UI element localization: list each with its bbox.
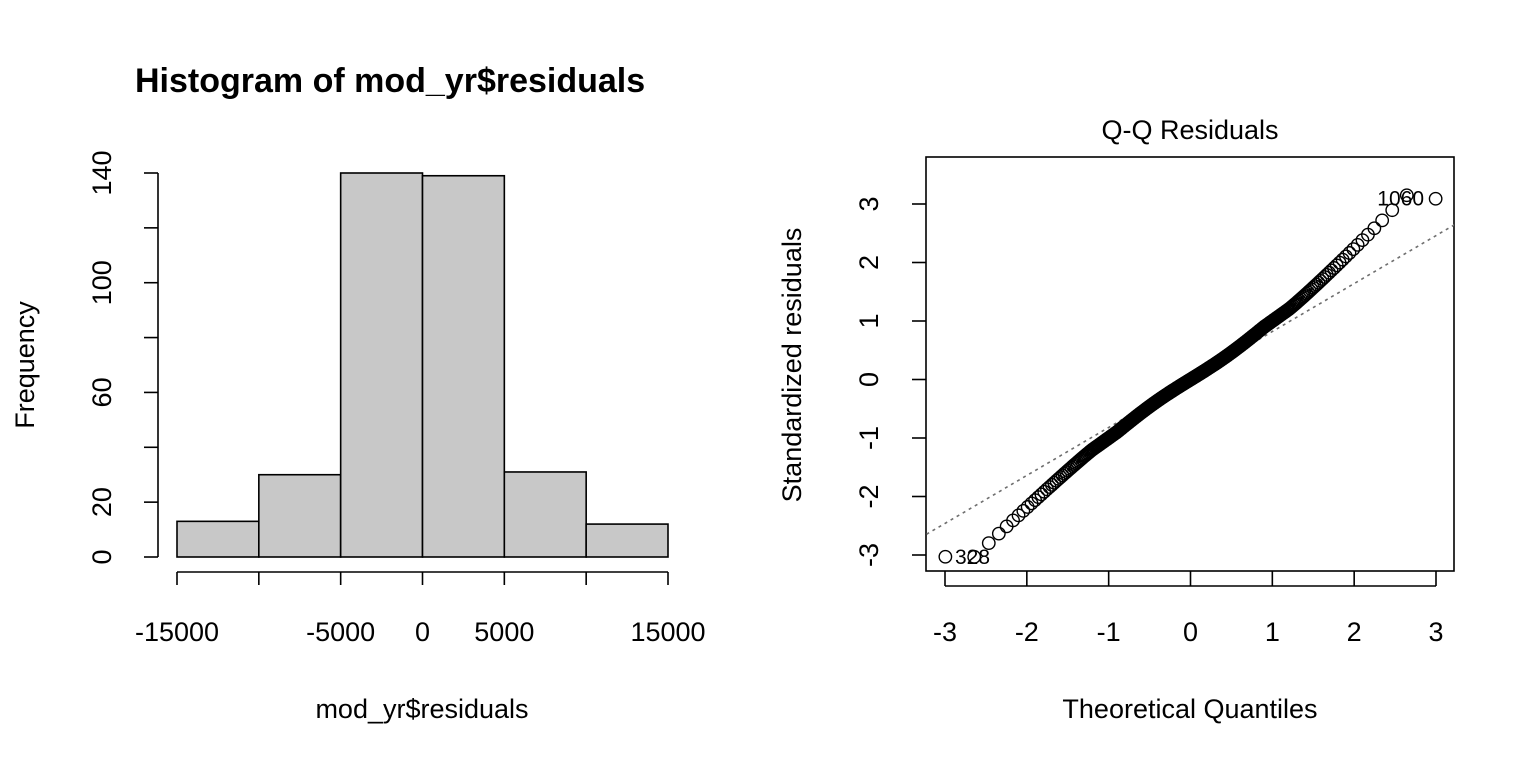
histogram-panel: Histogram of mod_yr$residuals Frequency … xyxy=(10,62,706,724)
qq-x-tick-label: 0 xyxy=(1183,617,1198,647)
qq-x-tick-label: 1 xyxy=(1265,617,1280,647)
histogram-x-tick-label: 0 xyxy=(415,617,430,647)
qq-x-tick-label: -3 xyxy=(933,617,957,647)
histogram-x-axis-label: mod_yr$residuals xyxy=(315,694,528,724)
qq-point xyxy=(1429,193,1441,205)
qq-points xyxy=(939,189,1442,563)
qq-y-tick-label: -3 xyxy=(854,543,884,567)
histogram-bar xyxy=(586,524,668,557)
qq-plot-title: Q-Q Residuals xyxy=(1101,115,1278,145)
histogram-x-tick-label: -5000 xyxy=(306,617,375,647)
qq-plot-y-axis: -3 -2 -1 0 1 2 3 xyxy=(854,196,926,567)
histogram-x-axis: -15000 -5000 0 5000 15000 xyxy=(135,572,706,647)
qq-y-tick-label: -2 xyxy=(854,484,884,508)
qq-plot-y-axis-label: Standardized residuals xyxy=(777,228,807,503)
qq-y-tick-label: 3 xyxy=(854,196,884,211)
qq-x-tick-label: -2 xyxy=(1015,617,1039,647)
histogram-y-tick-label: 140 xyxy=(87,150,117,195)
histogram-bar xyxy=(341,173,423,557)
qq-plot-x-axis: -3 -2 -1 0 1 2 3 xyxy=(933,571,1444,647)
qq-y-tick-label: 0 xyxy=(854,372,884,387)
qq-point xyxy=(1376,214,1388,226)
qq-plot-x-axis-label: Theoretical Quantiles xyxy=(1062,694,1317,724)
qq-x-tick-label: 3 xyxy=(1428,617,1443,647)
histogram-title: Histogram of mod_yr$residuals xyxy=(135,62,645,100)
histogram-x-tick-label: 15000 xyxy=(630,617,705,647)
histogram-y-tick-label: 0 xyxy=(87,549,117,564)
histogram-x-tick-label: -15000 xyxy=(135,617,219,647)
histogram-y-tick-label: 20 xyxy=(87,487,117,517)
histogram-y-tick-label: 100 xyxy=(87,260,117,305)
histogram-x-tick-label: 5000 xyxy=(474,617,534,647)
qq-plot-panel: Q-Q Residuals Standardized residuals The… xyxy=(777,115,1461,724)
qq-x-tick-label: 2 xyxy=(1347,617,1362,647)
histogram-bars xyxy=(177,173,668,557)
qq-outlier-label: 1060 xyxy=(1377,188,1424,211)
qq-y-tick-label: 1 xyxy=(854,313,884,328)
qq-point xyxy=(1343,247,1355,259)
chart-canvas: Histogram of mod_yr$residuals Frequency … xyxy=(0,0,1536,768)
qq-plot-frame xyxy=(926,157,1454,571)
qq-y-tick-label: 2 xyxy=(854,255,884,270)
qq-y-tick-label: -1 xyxy=(854,426,884,450)
histogram-bar xyxy=(504,472,586,557)
qq-point xyxy=(993,527,1005,539)
histogram-y-axis: 0 20 60 100 140 xyxy=(87,150,158,564)
qq-x-tick-label: -1 xyxy=(1097,617,1121,647)
qq-point xyxy=(939,551,951,563)
histogram-bar xyxy=(259,475,341,557)
qq-outlier-label: 328 xyxy=(955,546,990,569)
histogram-bar xyxy=(423,176,505,557)
histogram-bar xyxy=(177,521,259,557)
histogram-y-axis-label: Frequency xyxy=(10,301,40,429)
histogram-y-tick-label: 60 xyxy=(87,377,117,407)
